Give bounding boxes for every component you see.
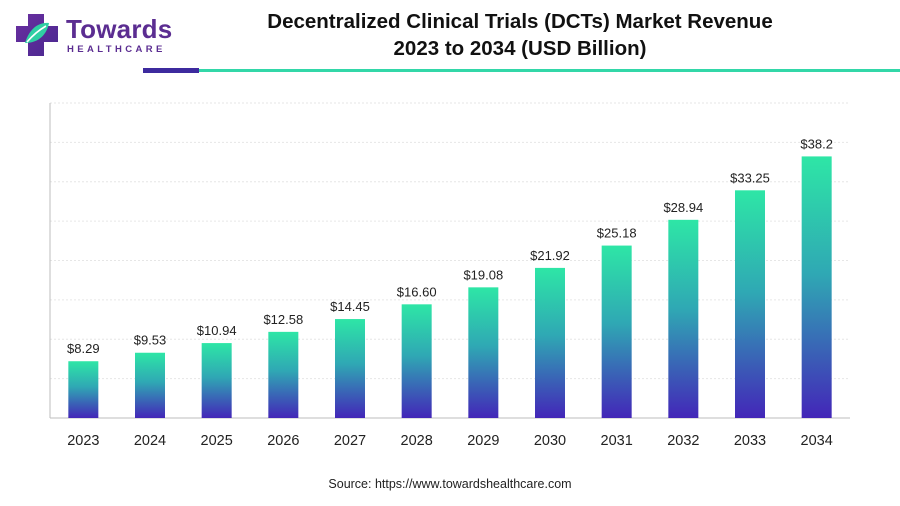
bar-2029 [468,287,499,418]
data-label-2034: $38.2 [800,136,833,151]
logo-brand-text: Towards [66,14,173,44]
bar-2024 [135,352,165,418]
bar-2026 [268,331,299,418]
x-tick-label-2033: 2033 [734,433,766,449]
header-accent-bar [143,68,199,73]
bar-2025 [201,343,232,418]
data-label-2024: $9.53 [134,333,167,348]
x-tick-label-2028: 2028 [401,433,433,449]
data-label-2029: $19.08 [463,267,503,282]
chart-title-line-1: Decentralized Clinical Trials (DCTs) Mar… [267,10,773,33]
data-label-2032: $28.94 [663,200,703,215]
source-note: Source: https://www.towardshealthcare.co… [328,477,572,491]
header-divider-line [199,69,900,72]
data-label-2026: $12.58 [263,312,303,327]
logo-sub-text: HEALTHCARE [67,44,166,55]
data-label-2023: $8.29 [67,341,100,356]
x-tick-label-2030: 2030 [534,433,566,449]
data-label-2033: $33.25 [730,170,770,185]
x-tick-label-2026: 2026 [267,433,299,449]
bar-chart: $8.29 $9.53 $10.94 $12.58 $14.45 $16.60 $19.08… [49,102,850,449]
bar-2033 [735,190,765,418]
bar-2034 [801,156,832,419]
logo: Towards HEALTHCARE [14,12,204,60]
bar-2030 [535,267,565,418]
x-tick-label-2034: 2034 [801,433,833,449]
bar-2027 [335,319,365,418]
chart-title-line-2: 2023 to 2034 (USD Billion) [393,37,647,60]
bar-2028 [401,304,432,418]
x-tick-label-2027: 2027 [334,433,366,449]
bar-2023 [68,361,99,418]
data-label-2028: $16.60 [397,284,437,299]
x-tick-label-2025: 2025 [201,433,233,449]
bar-2031 [601,245,632,418]
cross-leaf-icon [16,14,58,56]
x-tick-label-2023: 2023 [67,433,99,449]
data-label-2027: $14.45 [330,299,370,314]
data-label-2031: $25.18 [597,226,637,241]
x-tick-label-2024: 2024 [134,433,166,449]
bar-2032 [668,219,699,418]
data-label-2030: $21.92 [530,248,570,263]
x-tick-label-2032: 2032 [667,433,699,449]
x-tick-label-2029: 2029 [467,433,499,449]
x-tick-label-2031: 2031 [601,433,633,449]
chart-title: Decentralized Clinical Trials (DCTs) Mar… [200,8,840,62]
data-label-2025: $10.94 [197,323,237,338]
